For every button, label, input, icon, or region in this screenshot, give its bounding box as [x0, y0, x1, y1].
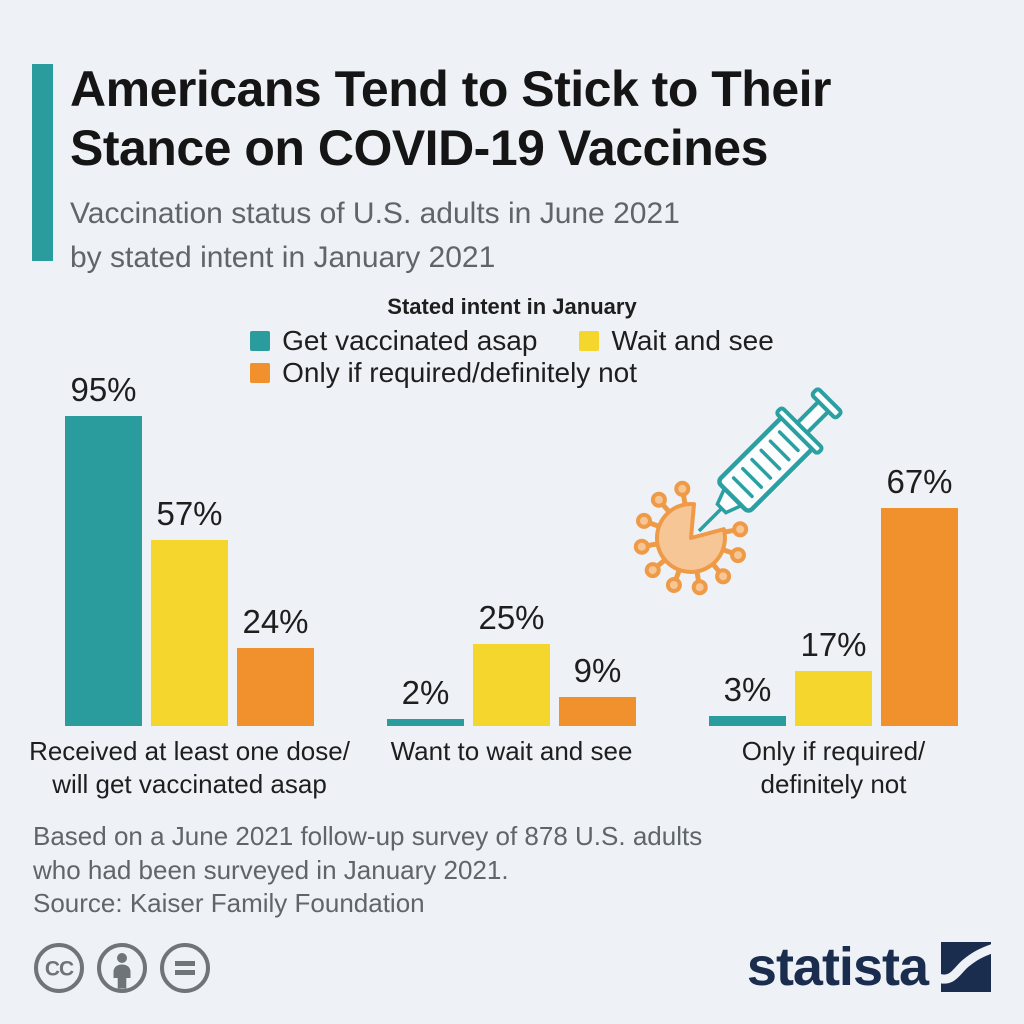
- no-derivatives-icon: [160, 943, 210, 993]
- category-label: Only if required/ definitely not: [741, 736, 926, 799]
- survey-note: Based on a June 2021 follow-up survey of…: [33, 821, 703, 886]
- page-subtitle: Vaccination status of U.S. adults in Jun…: [70, 197, 680, 275]
- bar-value-label: 24%: [242, 603, 309, 640]
- bar-value-label: 17%: [800, 626, 867, 663]
- syringe: [697, 387, 843, 533]
- attribution-icon: [97, 943, 147, 993]
- bar-get-vaccinated-asap: [709, 716, 786, 726]
- legend-row: Only if required/definitely not: [250, 357, 774, 389]
- bar-get-vaccinated-asap: [65, 416, 142, 726]
- cc-icon: CC: [34, 943, 84, 993]
- bar-column: 24%: [237, 603, 314, 726]
- legend-item: Wait and see: [579, 325, 774, 357]
- chart-legend: Stated intent in January Get vaccinated …: [0, 294, 1024, 389]
- legend-item: Only if required/definitely not: [250, 357, 637, 389]
- bar-value-label: 57%: [156, 495, 223, 532]
- bar-column: 2%: [387, 674, 464, 726]
- virus-body: [654, 502, 727, 574]
- bar-group-3: 3% 17% 67%: [709, 463, 958, 726]
- source-line: Source: Kaiser Family Foundation: [33, 888, 425, 918]
- legend-label: Get vaccinated asap: [282, 325, 538, 356]
- legend-title: Stated intent in January: [387, 294, 637, 319]
- bar-get-vaccinated-asap: [387, 719, 464, 726]
- bar-wait-and-see: [151, 540, 228, 726]
- bar-value-label: 9%: [573, 652, 622, 689]
- page-title: Americans Tend to Stick to Their Stance …: [70, 61, 832, 176]
- bar-value-label: 67%: [886, 463, 953, 500]
- bar-column: 3%: [709, 671, 786, 726]
- legend-label: Only if required/definitely not: [282, 357, 638, 388]
- bar-group-2: 2% 25% 9%: [387, 599, 636, 726]
- bar-column: 25%: [473, 599, 550, 726]
- bar-wait-and-see: [473, 644, 550, 726]
- bar-column: 17%: [795, 626, 872, 726]
- category-label: Received at least one dose/ will get vac…: [29, 736, 350, 799]
- bar-value-label: 95%: [70, 371, 137, 408]
- legend-rows: Get vaccinated asap Wait and see Only if r…: [250, 325, 774, 389]
- svg-text:CC: CC: [45, 958, 74, 981]
- bar-value-label: 25%: [478, 599, 545, 636]
- bar-only-if-required-definitely-not: [237, 648, 314, 726]
- statista-branding: statista: [747, 936, 991, 998]
- bar-column: 67%: [881, 463, 958, 726]
- virus-spike-tips: [633, 480, 749, 596]
- bar-value-label: 2%: [401, 674, 450, 711]
- bar-group-1: 95% 57% 24%: [65, 371, 314, 726]
- license-icons: CC: [32, 941, 212, 995]
- syringe-needle: [697, 507, 723, 533]
- bar-only-if-required-definitely-not: [881, 508, 958, 726]
- legend-row: Get vaccinated asap Wait and see: [250, 325, 774, 357]
- title-accent-bar: [32, 64, 53, 261]
- syringe-virus-illustration: [633, 387, 843, 596]
- bar-wait-and-see: [795, 671, 872, 726]
- legend-item: Get vaccinated asap: [250, 325, 537, 357]
- bar-only-if-required-definitely-not: [559, 697, 636, 726]
- category-label: Want to wait and see: [390, 736, 633, 766]
- legend-label: Wait and see: [611, 325, 774, 356]
- bar-column: 95%: [65, 371, 142, 726]
- syringe-plunger-cap: [810, 387, 843, 420]
- syringe-graduations: [731, 430, 800, 499]
- bar-column: 57%: [151, 495, 228, 726]
- legend-swatch: [579, 331, 600, 351]
- statista-logo-mark: [941, 942, 991, 992]
- legend-swatch: [250, 331, 271, 351]
- bar-column: 9%: [559, 652, 636, 726]
- bar-value-label: 3%: [723, 671, 772, 708]
- statista-wordmark: statista: [746, 937, 929, 997]
- legend-swatch: [250, 363, 271, 383]
